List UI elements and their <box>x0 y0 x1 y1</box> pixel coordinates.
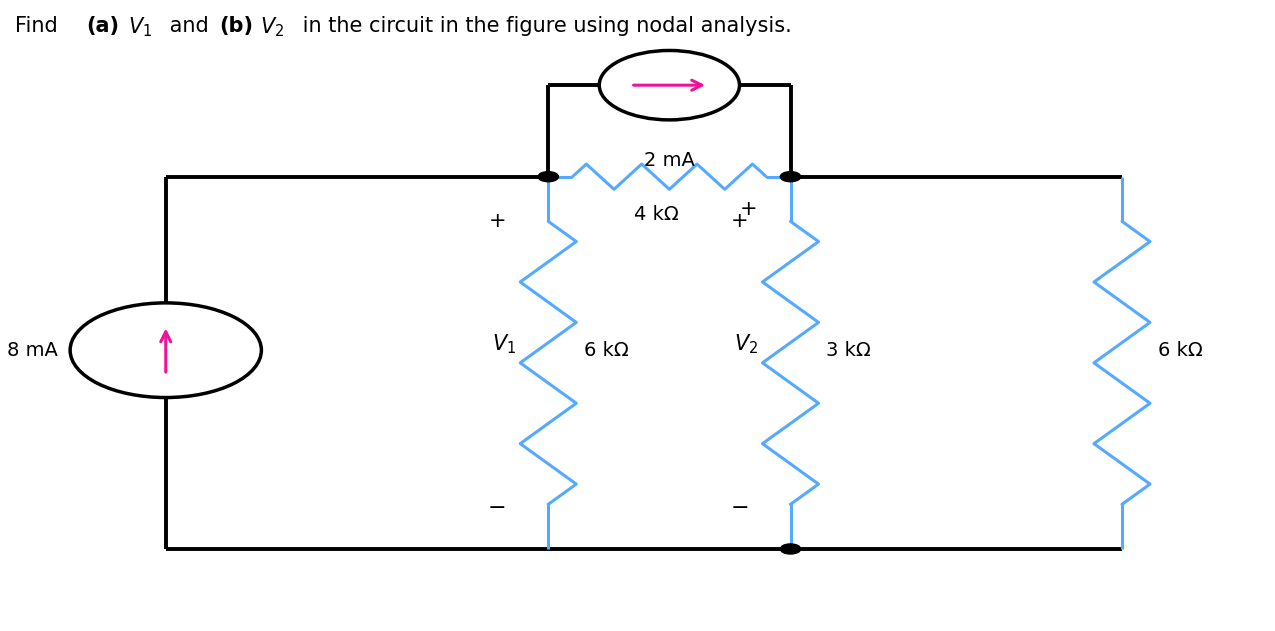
Text: in the circuit in the figure using nodal analysis.: in the circuit in the figure using nodal… <box>296 16 792 36</box>
Text: 6 kΩ: 6 kΩ <box>584 341 629 360</box>
Text: $V_1$: $V_1$ <box>492 332 516 356</box>
Text: −: − <box>731 498 748 518</box>
Text: (b): (b) <box>219 16 254 36</box>
Circle shape <box>538 172 558 182</box>
Text: Find: Find <box>15 16 65 36</box>
Text: 2 mA: 2 mA <box>644 151 695 170</box>
Circle shape <box>780 544 801 554</box>
Text: $V_1$: $V_1$ <box>128 16 152 39</box>
Text: 6 kΩ: 6 kΩ <box>1158 341 1202 360</box>
Text: 8 mA: 8 mA <box>6 341 57 360</box>
Text: $V_2$: $V_2$ <box>734 332 759 356</box>
Text: +: + <box>488 211 506 231</box>
Text: $V_2$: $V_2$ <box>260 16 284 39</box>
Text: 4 kΩ: 4 kΩ <box>634 205 680 224</box>
Text: −: − <box>488 498 506 518</box>
Text: (a): (a) <box>87 16 120 36</box>
Circle shape <box>780 172 801 182</box>
Text: +: + <box>731 211 748 231</box>
Text: 3 kΩ: 3 kΩ <box>826 341 871 360</box>
Text: +: + <box>740 199 757 219</box>
Text: and: and <box>163 16 215 36</box>
